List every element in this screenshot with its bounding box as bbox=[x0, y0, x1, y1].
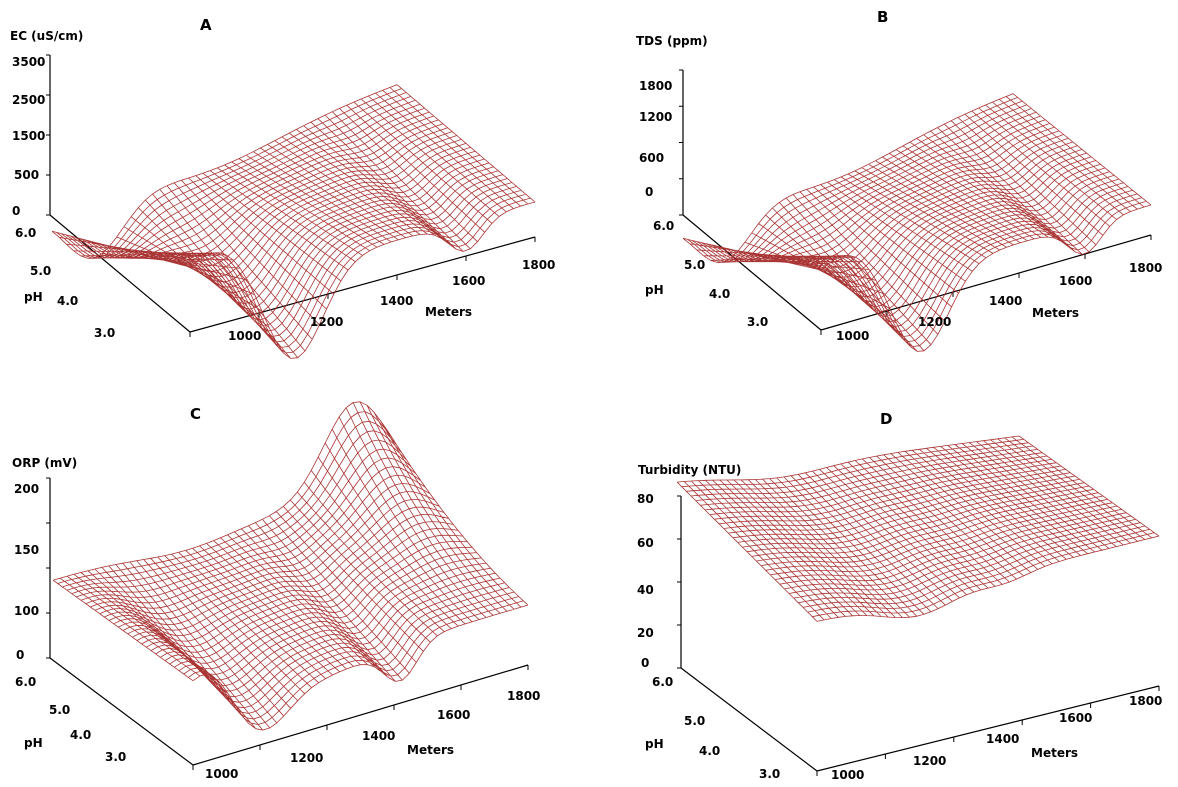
surface-b-mesh bbox=[682, 93, 1152, 352]
x-tick: 1600 bbox=[452, 274, 486, 288]
x-tick: 1600 bbox=[437, 708, 471, 722]
z-axis-title: EC (uS/cm) bbox=[10, 29, 84, 43]
ph-axis-label: pH bbox=[24, 290, 43, 304]
surface-d bbox=[676, 435, 1160, 776]
z-tick: 150 bbox=[14, 543, 40, 557]
x-tick: 1400 bbox=[986, 732, 1020, 746]
ph-tick: 3.0 bbox=[94, 326, 116, 340]
x-tick: 1000 bbox=[836, 329, 870, 343]
surface-c bbox=[46, 401, 529, 770]
z-tick: 100 bbox=[14, 604, 40, 618]
panel-b: B TDS (ppm) 1800 1200 600 0 6.0 5.0 4.0 … bbox=[589, 0, 1178, 393]
panel-label: B bbox=[877, 8, 889, 26]
z-tick: 60 bbox=[637, 536, 654, 550]
z-tick: 40 bbox=[637, 583, 654, 597]
z-tick: 3500 bbox=[12, 55, 46, 69]
x-tick: 1200 bbox=[918, 315, 952, 329]
z-tick: 80 bbox=[637, 492, 654, 506]
x-tick: 1400 bbox=[362, 729, 396, 743]
ph-tick: 4.0 bbox=[70, 728, 92, 742]
surface-a bbox=[46, 54, 536, 359]
panel-label: D bbox=[880, 410, 893, 428]
x-axis-label: Meters bbox=[1031, 746, 1079, 760]
x-tick: 1800 bbox=[1129, 261, 1163, 275]
x-axis-line bbox=[820, 234, 1152, 331]
x-tick: 1400 bbox=[989, 294, 1023, 308]
ph-axis-label: pH bbox=[645, 283, 664, 297]
z-tick: 1200 bbox=[639, 110, 673, 124]
ph-axis-line bbox=[49, 657, 194, 766]
x-tick: 1000 bbox=[228, 329, 262, 343]
ph-tick: 3.0 bbox=[759, 767, 781, 781]
ph-tick: 4.0 bbox=[57, 294, 79, 308]
x-tick: 1000 bbox=[205, 767, 239, 781]
z-tick: 200 bbox=[14, 482, 40, 496]
ph-tick: 6.0 bbox=[653, 219, 675, 233]
ph-tick: 6.0 bbox=[652, 675, 674, 689]
z-axis-title: ORP (mV) bbox=[12, 456, 78, 470]
z-tick: 1800 bbox=[639, 79, 673, 93]
ph-tick: 6.0 bbox=[15, 226, 37, 240]
z-tick: 0 bbox=[641, 656, 650, 670]
x-tick: 1200 bbox=[290, 751, 324, 765]
z-axis-title: TDS (ppm) bbox=[636, 34, 708, 48]
x-axis-label: Meters bbox=[407, 743, 455, 757]
z-tick: 2500 bbox=[12, 93, 46, 107]
ph-tick: 4.0 bbox=[709, 287, 731, 301]
z-tick: 600 bbox=[639, 151, 665, 165]
z-tick: 0 bbox=[16, 648, 25, 662]
ph-tick: 5.0 bbox=[30, 264, 52, 278]
ph-tick: 6.0 bbox=[15, 675, 37, 689]
ph-tick: 4.0 bbox=[699, 744, 721, 758]
x-axis-line bbox=[189, 236, 536, 333]
x-axis-line bbox=[816, 685, 1160, 772]
ph-tick: 3.0 bbox=[747, 315, 769, 329]
ph-axis-label: pH bbox=[645, 737, 664, 751]
x-tick: 1800 bbox=[522, 258, 556, 272]
surface-a-mesh bbox=[51, 84, 536, 359]
surface-c-mesh bbox=[52, 401, 529, 731]
ph-tick: 5.0 bbox=[684, 258, 706, 272]
surface-b bbox=[679, 69, 1152, 352]
x-tick: 1200 bbox=[310, 315, 344, 329]
x-tick: 1200 bbox=[913, 754, 947, 768]
ph-axis-label: pH bbox=[24, 736, 43, 750]
panel-a: A EC (uS/cm) 3500 2500 1500 500 0 6.0 5.… bbox=[0, 0, 589, 393]
ph-tick: 3.0 bbox=[105, 750, 127, 764]
ph-tick: 5.0 bbox=[49, 703, 71, 717]
panel-c: C ORP (mV) 200 150 100 0 6.0 5.0 4.0 3.0… bbox=[0, 393, 589, 787]
x-axis-label: Meters bbox=[425, 305, 473, 319]
ph-axis-line bbox=[682, 214, 822, 331]
ph-axis-line bbox=[49, 214, 191, 333]
z-tick: 0 bbox=[12, 204, 21, 218]
x-tick: 1600 bbox=[1059, 711, 1093, 725]
panel-d: D Turbidity (NTU) 80 60 40 20 0 6.0 5.0 … bbox=[589, 393, 1178, 787]
surface-d-mesh bbox=[676, 435, 1160, 622]
panel-label: C bbox=[190, 405, 202, 423]
x-tick: 1400 bbox=[380, 294, 414, 308]
x-tick: 1000 bbox=[831, 768, 865, 782]
ph-tick: 5.0 bbox=[684, 714, 706, 728]
ph-axis-line bbox=[680, 667, 818, 772]
z-tick: 20 bbox=[637, 626, 654, 640]
z-tick: 0 bbox=[645, 185, 654, 199]
z-axis-title: Turbidity (NTU) bbox=[638, 463, 742, 477]
z-tick: 1500 bbox=[12, 129, 46, 143]
x-tick: 1800 bbox=[507, 689, 541, 703]
z-tick: 500 bbox=[14, 168, 40, 182]
x-tick: 1600 bbox=[1059, 274, 1093, 288]
x-axis-label: Meters bbox=[1032, 306, 1080, 320]
x-axis-line bbox=[192, 664, 529, 766]
x-tick: 1800 bbox=[1129, 694, 1163, 708]
panel-label: A bbox=[200, 16, 212, 34]
